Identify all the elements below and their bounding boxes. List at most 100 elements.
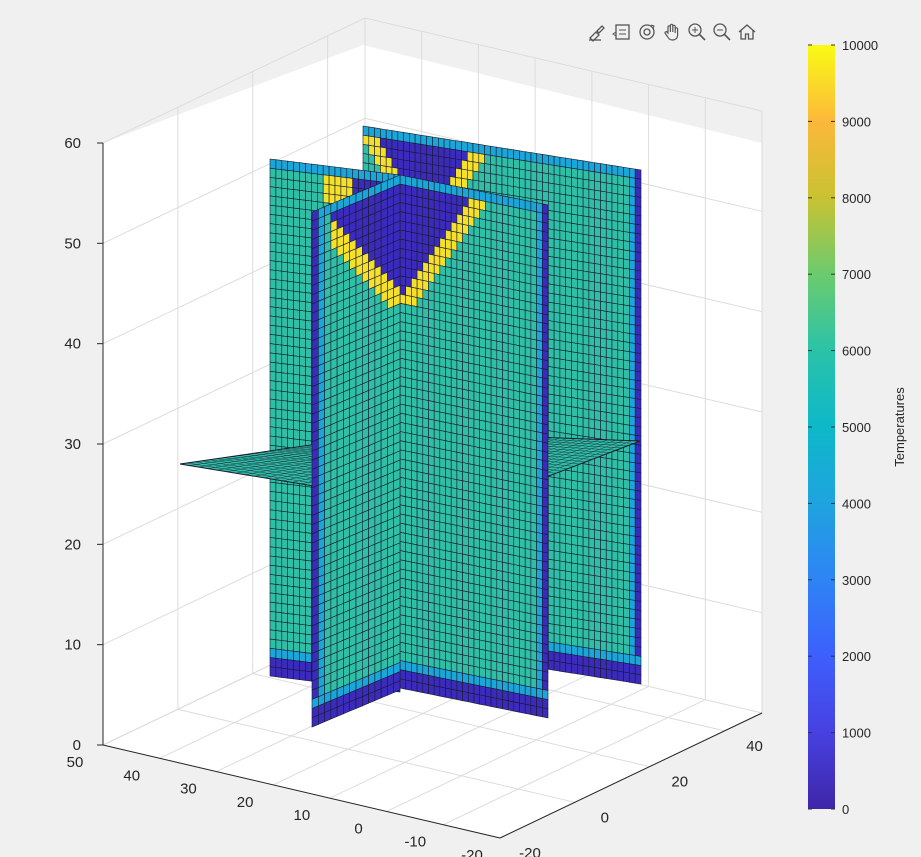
temperature-slices[interactable] xyxy=(179,125,642,728)
back-slice-cell xyxy=(385,156,393,168)
back-slice-cell xyxy=(571,378,578,390)
front-right-slice-cell xyxy=(399,513,407,525)
front-right-slice-cell xyxy=(411,616,418,628)
left-slice-cell xyxy=(293,253,300,265)
back-slice-cell xyxy=(611,302,619,314)
front-right-slice-cell xyxy=(450,258,458,270)
back-slice-cell xyxy=(571,571,578,583)
left-slice-cell xyxy=(287,410,294,421)
left-slice-cell xyxy=(269,491,277,502)
front-right-slice-cell xyxy=(462,196,469,208)
front-right-slice-cell xyxy=(450,212,458,224)
front-right-slice-cell xyxy=(467,270,475,282)
front-right-slice-cell xyxy=(467,399,475,411)
front-right-slice-cell xyxy=(422,545,429,557)
back-slice-cell xyxy=(605,347,613,359)
front-right-slice-cell xyxy=(479,190,486,202)
front-right-slice-cell xyxy=(456,314,463,326)
back-slice-cell xyxy=(495,165,503,176)
front-right-slice-cell xyxy=(485,329,492,341)
left-slice-cell xyxy=(299,402,306,413)
left-slice-cell xyxy=(299,411,306,423)
front-right-slice-cell xyxy=(479,218,486,230)
back-slice-cell xyxy=(629,268,636,280)
front-right-slice-cell xyxy=(428,546,435,558)
front-right-slice-cell xyxy=(439,411,446,423)
front-right-slice-cell xyxy=(456,415,463,427)
front-right-slice-cell xyxy=(439,301,446,313)
front-right-slice-cell xyxy=(439,485,446,497)
front-right-slice-cell xyxy=(439,631,446,643)
front-right-slice-cell xyxy=(479,254,486,266)
left-slice-cell xyxy=(305,329,312,340)
front-right-slice-cell xyxy=(473,336,481,348)
back-slice-cell xyxy=(553,550,561,562)
left-slice-cell xyxy=(293,669,300,680)
back-slice-cell xyxy=(629,277,636,289)
left-slice-cell xyxy=(287,280,294,292)
back-slice-cell xyxy=(547,173,555,185)
back-slice-cell xyxy=(559,395,567,407)
back-slice-cell xyxy=(634,581,642,593)
front-right-slice-cell xyxy=(485,659,492,671)
back-slice-cell xyxy=(547,595,555,607)
back-slice-cell xyxy=(559,560,567,572)
front-right-slice-cell xyxy=(445,229,452,241)
back-slice-cell xyxy=(594,483,601,495)
left-slice-cell xyxy=(275,390,283,401)
back-slice-cell xyxy=(461,159,468,171)
front-right-slice-cell xyxy=(456,341,463,353)
back-slice-cell xyxy=(553,367,561,378)
front-right-slice-cell xyxy=(485,210,492,222)
front-right-slice-cell xyxy=(490,275,498,287)
back-slice-cell xyxy=(391,148,399,160)
left-slice-cell xyxy=(293,540,300,551)
left-slice-cell xyxy=(305,559,312,571)
left-slice-cell xyxy=(287,225,294,237)
front-right-slice-cell xyxy=(445,376,452,388)
front-right-slice-cell xyxy=(445,312,452,324)
front-right-slice-cell xyxy=(485,265,492,277)
front-right-slice-cell xyxy=(399,275,407,287)
left-slice-cell xyxy=(299,171,306,183)
front-right-slice-cell xyxy=(473,592,481,604)
back-slice-cell xyxy=(582,582,590,594)
front-right-slice-cell xyxy=(405,597,412,609)
back-slice-cell xyxy=(565,176,572,187)
front-right-slice-cell xyxy=(456,580,463,592)
left-slice-cell xyxy=(269,657,277,668)
front-right-slice-cell xyxy=(473,308,481,320)
front-right-slice-cell xyxy=(479,300,486,312)
back-slice-cell xyxy=(576,205,584,217)
front-right-slice-cell xyxy=(416,498,424,510)
front-right-slice-cell xyxy=(445,486,452,498)
back-slice-cell xyxy=(588,225,596,237)
left-slice-cell xyxy=(287,631,294,643)
front-right-slice-cell xyxy=(456,360,463,372)
front-right-slice-cell xyxy=(439,686,446,698)
front-right-slice-cell xyxy=(405,386,412,398)
back-slice-cell xyxy=(582,509,590,521)
front-right-slice-cell xyxy=(496,194,503,206)
front-right-slice-cell xyxy=(433,657,441,669)
front-right-slice-cell xyxy=(405,670,412,682)
left-slice-cell xyxy=(328,175,336,186)
back-slice-cell xyxy=(559,211,567,223)
left-slice-cell xyxy=(287,640,294,652)
back-slice-cell xyxy=(565,497,572,509)
back-slice-cell xyxy=(490,182,497,194)
front-right-slice-cell xyxy=(428,528,435,540)
back-slice-cell xyxy=(553,256,561,268)
front-right-slice-cell xyxy=(496,469,503,481)
back-slice-cell xyxy=(629,415,636,427)
back-slice-cell xyxy=(582,665,590,677)
front-right-slice-cell xyxy=(485,567,492,579)
front-right-slice-cell xyxy=(496,359,503,371)
front-right-slice-cell xyxy=(496,386,503,398)
back-slice-cell xyxy=(547,200,555,212)
left-slice-cell xyxy=(299,189,306,201)
left-slice-cell xyxy=(269,527,277,539)
back-slice-cell xyxy=(629,626,636,638)
front-right-slice-cell xyxy=(456,616,463,628)
front-right-slice-cell xyxy=(445,385,452,397)
